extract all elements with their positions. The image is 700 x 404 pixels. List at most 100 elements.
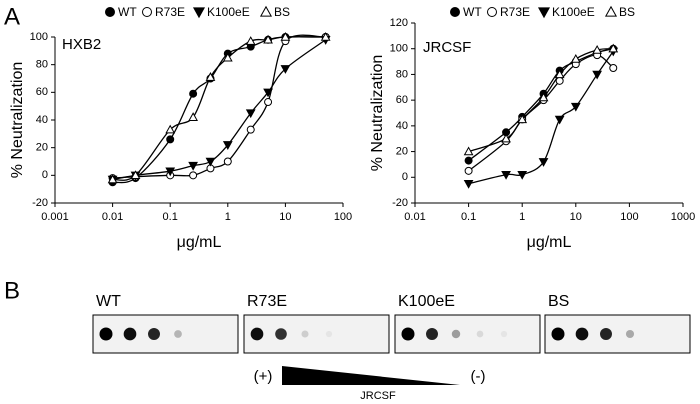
blot-dot bbox=[600, 328, 612, 340]
x-tick-label: 1 bbox=[225, 211, 231, 223]
legend-label: WT bbox=[118, 5, 137, 19]
data-point bbox=[554, 69, 565, 79]
legend-marker bbox=[537, 7, 551, 19]
data-point bbox=[166, 135, 175, 144]
legend-marker bbox=[450, 7, 460, 17]
x-axis-title: μg/mL bbox=[527, 234, 572, 251]
data-point bbox=[245, 36, 256, 45]
data-point bbox=[570, 53, 581, 63]
lane-label: K100eE bbox=[398, 293, 455, 310]
blot-dot bbox=[451, 329, 461, 339]
y-tick-label: 0 bbox=[42, 169, 48, 181]
y-tick-label: 20 bbox=[36, 142, 48, 154]
data-point bbox=[570, 102, 581, 112]
blot-dot bbox=[250, 327, 264, 341]
legend-marker bbox=[105, 7, 115, 17]
data-point bbox=[464, 156, 473, 165]
x-tick-label: 0.01 bbox=[102, 211, 123, 223]
y-tick-label: 80 bbox=[36, 59, 48, 71]
blot-panel bbox=[544, 314, 691, 354]
data-point bbox=[608, 43, 619, 53]
blot-dot bbox=[174, 330, 182, 338]
y-tick-label: 20 bbox=[396, 145, 408, 157]
panel-label: B bbox=[4, 277, 20, 304]
x-tick-label: 1000 bbox=[671, 211, 695, 223]
blot-dot bbox=[325, 330, 333, 338]
gradient-label: JRCSF bbox=[360, 390, 396, 402]
blot-panel bbox=[92, 314, 239, 354]
blot-dot bbox=[275, 328, 287, 340]
legend-label: R73E bbox=[500, 5, 530, 19]
x-tick-label: 0.1 bbox=[461, 211, 476, 223]
y-tick-label: 60 bbox=[36, 86, 48, 98]
data-point bbox=[165, 167, 176, 177]
fit-line bbox=[112, 36, 326, 184]
gradient-wedge bbox=[282, 366, 460, 385]
data-point bbox=[320, 31, 331, 41]
blot-dot bbox=[99, 327, 113, 341]
data-point bbox=[517, 170, 528, 180]
data-point bbox=[222, 52, 233, 62]
data-point bbox=[463, 179, 474, 189]
y-tick-label: 120 bbox=[390, 17, 408, 29]
legend-marker bbox=[142, 7, 152, 17]
data-point bbox=[280, 31, 291, 41]
data-point bbox=[263, 88, 273, 98]
blot-dot bbox=[476, 330, 484, 338]
blot-dot bbox=[625, 329, 635, 339]
x-tick-label: 10 bbox=[570, 211, 582, 223]
lane-label: BS bbox=[548, 293, 569, 310]
x-axis-title: μg/mL bbox=[177, 234, 222, 251]
blot-dot bbox=[301, 330, 309, 338]
legend-marker bbox=[604, 5, 618, 17]
data-point bbox=[189, 89, 198, 98]
x-tick-label: 100 bbox=[334, 211, 352, 223]
y-tick-label: -20 bbox=[32, 197, 48, 209]
panel-label: A bbox=[4, 3, 20, 30]
blot-dot bbox=[148, 328, 160, 340]
fit-line bbox=[112, 39, 327, 181]
data-point bbox=[245, 109, 256, 119]
fit-line bbox=[112, 36, 326, 181]
blot-dot bbox=[575, 327, 589, 341]
lane-label: WT bbox=[96, 293, 121, 310]
y-tick-label: -20 bbox=[392, 197, 408, 209]
legend-label: BS bbox=[274, 5, 290, 19]
fit-line bbox=[112, 34, 326, 179]
y-tick-label: 40 bbox=[396, 120, 408, 132]
annotation: JRCSF bbox=[423, 39, 471, 56]
data-point bbox=[188, 112, 198, 121]
data-point bbox=[538, 92, 549, 102]
data-point bbox=[538, 158, 549, 167]
legend-marker bbox=[487, 7, 497, 17]
data-point bbox=[501, 170, 511, 180]
high-label: (+) bbox=[254, 368, 273, 385]
data-point bbox=[517, 114, 528, 124]
data-point bbox=[188, 161, 198, 171]
legend-marker bbox=[259, 5, 273, 17]
data-point bbox=[609, 64, 618, 72]
data-point bbox=[280, 65, 291, 74]
blot-dot bbox=[500, 330, 508, 338]
x-tick-label: 100 bbox=[620, 211, 638, 223]
y-tick-label: 100 bbox=[30, 31, 48, 43]
data-point bbox=[501, 133, 511, 143]
fit-line bbox=[468, 50, 614, 185]
legend-label: WT bbox=[463, 5, 482, 19]
data-point bbox=[189, 171, 198, 180]
y-tick-label: 0 bbox=[402, 171, 408, 183]
data-point bbox=[165, 124, 176, 134]
data-point bbox=[554, 115, 565, 125]
fit-line bbox=[468, 54, 614, 172]
y-tick-label: 100 bbox=[390, 43, 408, 55]
x-tick-label: 0.01 bbox=[404, 211, 425, 223]
y-tick-label: 80 bbox=[396, 68, 408, 80]
data-point bbox=[107, 174, 118, 184]
lane-label: R73E bbox=[247, 293, 287, 310]
blot-dot bbox=[401, 327, 415, 341]
data-point bbox=[205, 72, 216, 81]
blot-dot bbox=[123, 327, 137, 341]
fit-line bbox=[468, 48, 614, 162]
data-point bbox=[592, 44, 603, 54]
